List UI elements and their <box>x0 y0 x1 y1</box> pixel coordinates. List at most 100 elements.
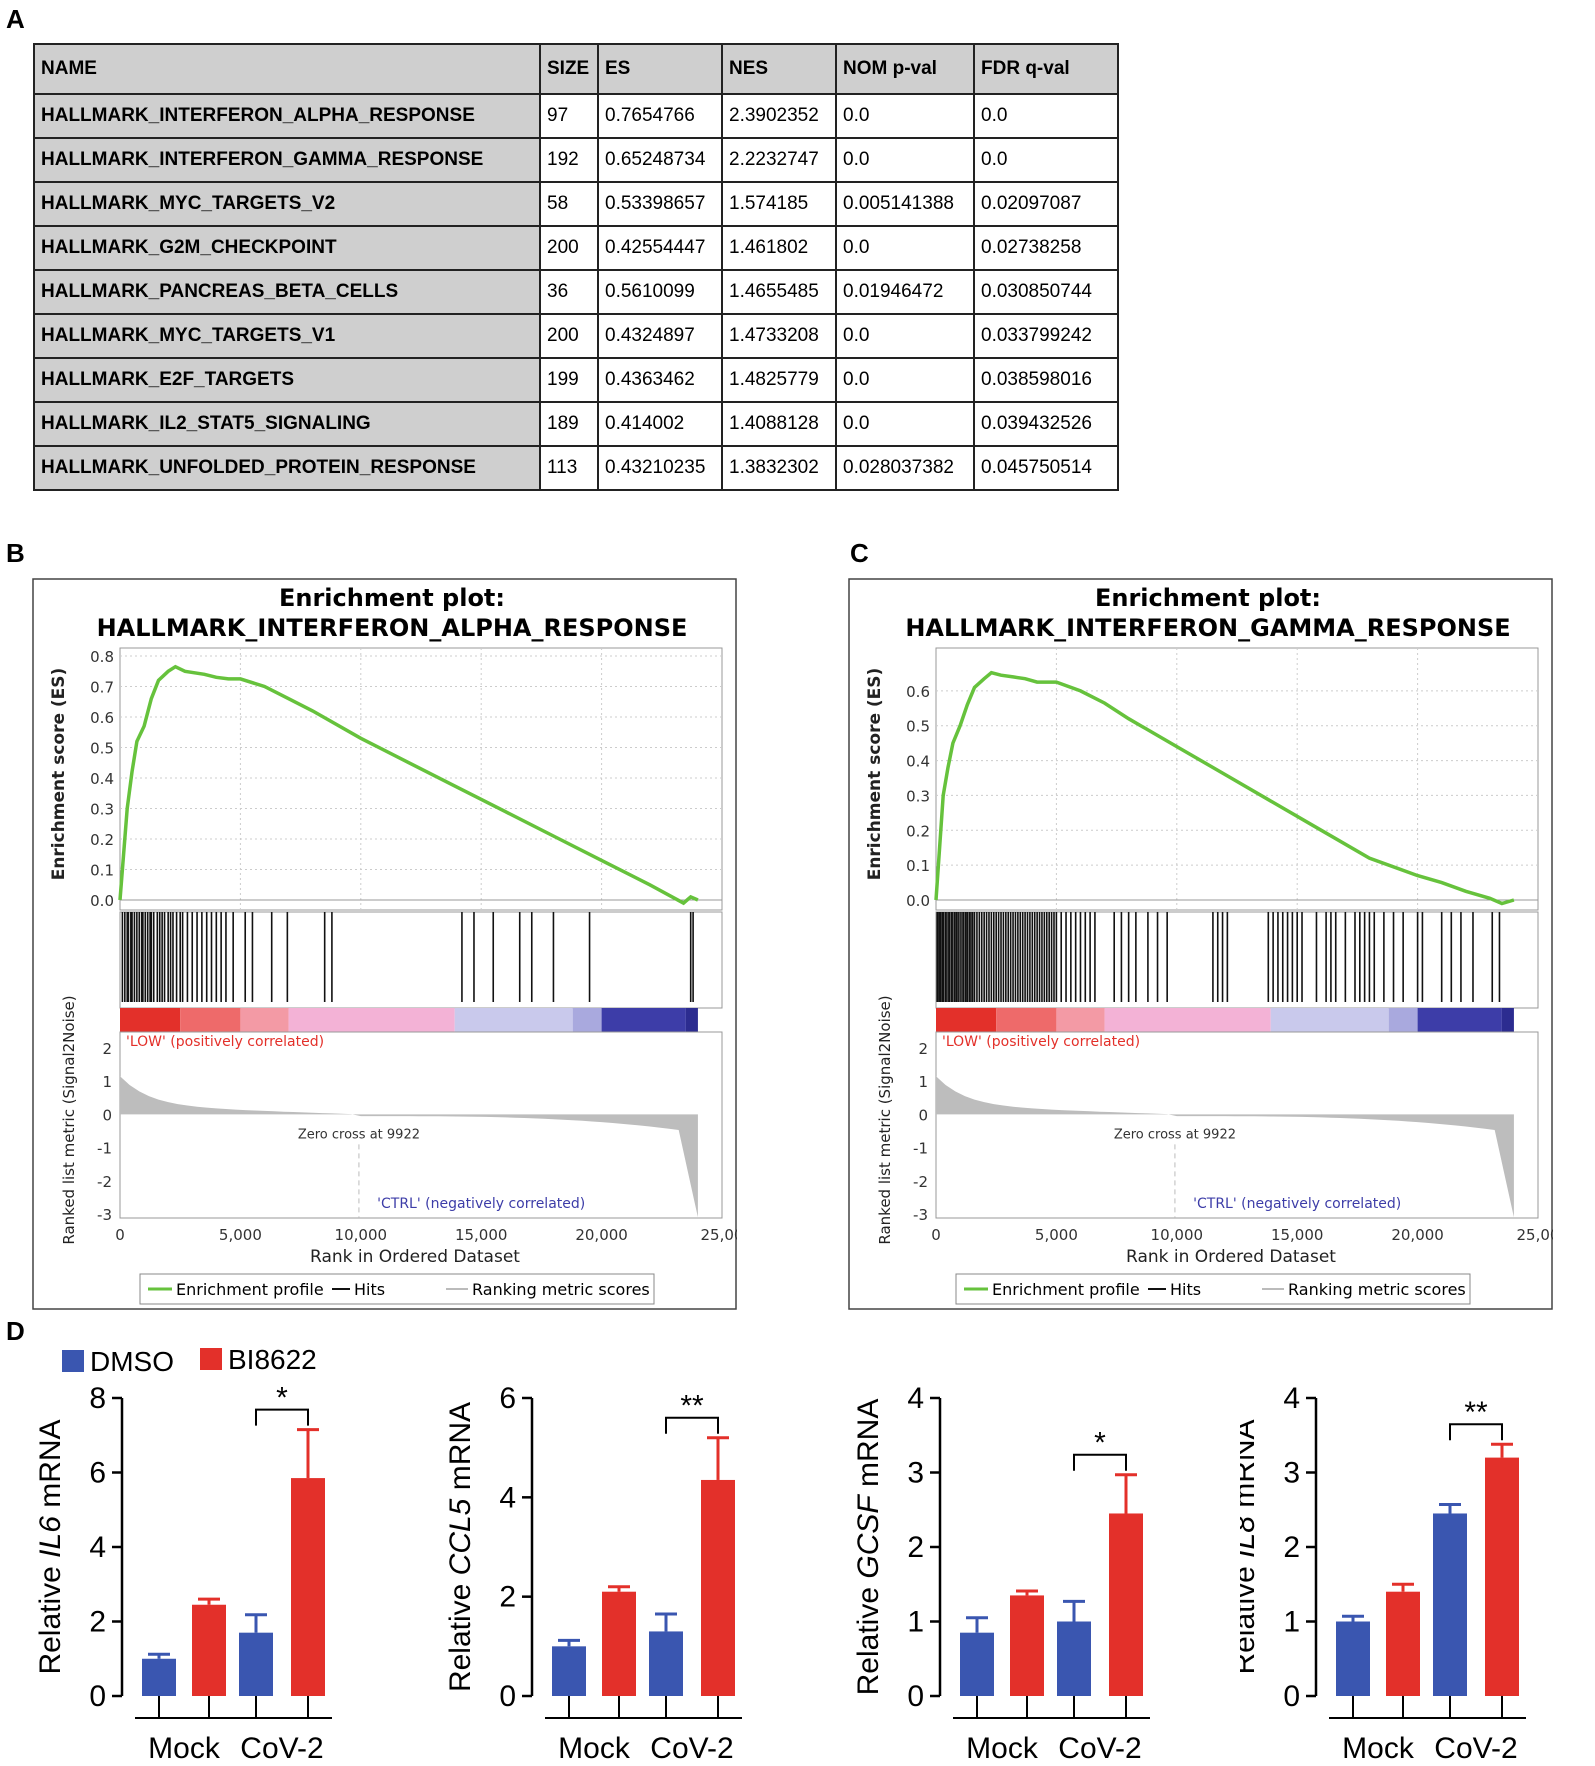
y-label-gene: IL6 <box>34 1516 67 1558</box>
plot-title-line1: Enrichment plot: <box>279 584 505 612</box>
legend-bi8622-label: BI8622 <box>228 1344 317 1375</box>
metric-panel <box>935 1031 1539 1219</box>
panel-label-b: B <box>6 538 25 568</box>
y-tick-label: 6 <box>89 1457 106 1490</box>
group-label-cov2: CoV-2 <box>1434 1732 1517 1765</box>
y-tick-label: 3 <box>907 1457 924 1490</box>
metric-tick-label: 0 <box>918 1106 928 1124</box>
value-cell: 200 <box>539 225 599 271</box>
group-label-mock: Mock <box>148 1732 221 1765</box>
gene-set-name-cell: HALLMARK_E2F_TARGETS <box>33 357 541 403</box>
bar-dmso <box>960 1632 994 1696</box>
y-label-gene: CCL5 <box>444 1498 477 1575</box>
legend-dmso-label: DMSO <box>90 1346 174 1377</box>
value-cell: 1.574185 <box>721 181 837 227</box>
y-label-suffix: mRNA <box>852 1399 885 1496</box>
value-cell: 192 <box>539 137 599 183</box>
value-cell: 0.7654766 <box>597 93 723 139</box>
ranking-color-band <box>1056 1008 1105 1032</box>
significance-bracket <box>665 1416 719 1434</box>
es-tick-label: 0.0 <box>906 892 930 910</box>
x-tick-label: 10,000 <box>1151 1226 1204 1244</box>
panel-label-d: D <box>6 1316 25 1346</box>
metric-tick-label: -1 <box>913 1140 928 1158</box>
value-cell: 58 <box>539 181 599 227</box>
y-axis-label: Relative IL8 mRNA <box>1240 1419 1261 1674</box>
y-tick-label: 1 <box>1283 1606 1300 1639</box>
table-row: HALLMARK_E2F_TARGETS 199 0.4363462 1.482577… <box>33 357 1119 403</box>
group-label-mock: Mock <box>1342 1732 1415 1765</box>
ranking-color-band <box>454 1008 573 1032</box>
value-cell: 0.0 <box>973 137 1119 183</box>
bar-bi8622 <box>1485 1457 1519 1696</box>
group-label-mock: Mock <box>558 1732 631 1765</box>
y-axis-label: Relative CCL5 mRNA <box>444 1402 477 1692</box>
ranking-color-band <box>1501 1008 1514 1032</box>
value-cell: 199 <box>539 357 599 403</box>
y-tick-label: 6 <box>499 1382 516 1415</box>
enrichment-plot-b: Enrichment plot:HALLMARK_INTERFERON_ALPH… <box>32 578 737 1310</box>
gene-set-name-cell: HALLMARK_G2M_CHECKPOINT <box>33 225 541 271</box>
column-header: SIZE <box>539 43 599 95</box>
value-cell: 0.0 <box>835 401 975 447</box>
group-label-mock: Mock <box>966 1732 1039 1765</box>
x-tick-label: 15,000 <box>1271 1226 1324 1244</box>
ranking-color-band <box>1270 1008 1389 1032</box>
enrichment-profile-line <box>934 670 1515 906</box>
table-row: HALLMARK_IL2_STAT5_SIGNALING 189 0.414002 1… <box>33 401 1119 447</box>
ranking-metric-area <box>936 1076 1514 1218</box>
es-tick-label: 0.3 <box>90 801 114 819</box>
table-row: HALLMARK_UNFOLDED_PROTEIN_RESPONSE 113 0.4… <box>33 445 1119 491</box>
column-header: NES <box>721 43 837 95</box>
y-label-prefix: Relative <box>444 1575 477 1692</box>
es-tick-label: 0.8 <box>90 648 114 666</box>
es-tick-label: 0.1 <box>906 857 930 875</box>
ranking-color-band <box>572 1008 602 1032</box>
ranking-color-band <box>288 1008 455 1032</box>
plot-legend <box>955 1273 1471 1305</box>
es-tick-label: 0.2 <box>906 822 930 840</box>
metric-panel <box>119 1031 723 1219</box>
group-label-cov2: CoV-2 <box>650 1732 733 1765</box>
ctrl-annotation: 'CTRL' (negatively correlated) <box>377 1196 585 1212</box>
metric-tick-label: -2 <box>913 1173 928 1191</box>
bar-bi8622 <box>602 1591 636 1696</box>
y-tick-label: 2 <box>89 1606 106 1639</box>
bar-chart-il6: 0 2 4 6 8 Relative IL6 mRNA Mock CoV-2 * <box>34 1382 332 1765</box>
x-tick-label: 15,000 <box>455 1226 508 1244</box>
es-tick-label: 0.2 <box>90 831 114 849</box>
metric-tick-label: 1 <box>918 1073 928 1091</box>
value-cell: 1.4655485 <box>721 269 837 315</box>
table-row: HALLMARK_MYC_TARGETS_V2 58 0.53398657 1.574… <box>33 181 1119 227</box>
value-cell: 0.0 <box>835 225 975 271</box>
y-tick-label: 0 <box>1283 1680 1300 1713</box>
y-label-suffix: mRNA <box>444 1402 477 1499</box>
value-cell: 0.4363462 <box>597 357 723 403</box>
value-cell: 97 <box>539 93 599 139</box>
value-cell: 0.0 <box>835 357 975 403</box>
significance-bracket <box>255 1408 309 1426</box>
x-tick-label: 25,00 <box>1517 1226 1553 1244</box>
bar-dmso <box>239 1632 273 1696</box>
ranking-color-band <box>685 1008 698 1032</box>
y-tick-label: 1 <box>907 1606 924 1639</box>
metric-tick-label: 0 <box>102 1106 112 1124</box>
legend-metric-label: Ranking metric scores <box>1288 1280 1466 1299</box>
y-axis-label: Relative GCSF mRNA <box>852 1399 885 1696</box>
bar-chart-ccl5: 0 2 4 6 Relative CCL5 mRNA Mock CoV-2 ** <box>444 1382 742 1765</box>
panel-label-a: A <box>6 4 25 34</box>
value-cell: 0.005141388 <box>835 181 975 227</box>
value-cell: 0.42554447 <box>597 225 723 271</box>
ranking-color-band <box>996 1008 1057 1032</box>
column-header: FDR q-val <box>973 43 1119 95</box>
x-tick-label: 0 <box>931 1226 941 1244</box>
es-tick-label: 0.7 <box>90 679 114 697</box>
value-cell: 36 <box>539 269 599 315</box>
bar-chart-gcsf: 0 1 2 3 4 Relative GCSF mRNA Mock CoV-2 * <box>852 1382 1150 1765</box>
hits-panel <box>119 911 723 1009</box>
value-cell: 0.414002 <box>597 401 723 447</box>
table-row: HALLMARK_PANCREAS_BETA_CELLS 36 0.5610099 1… <box>33 269 1119 315</box>
es-tick-label: 0.6 <box>906 683 930 701</box>
significance-bracket <box>1449 1423 1503 1441</box>
legend-hits-label: Hits <box>1170 1280 1201 1299</box>
